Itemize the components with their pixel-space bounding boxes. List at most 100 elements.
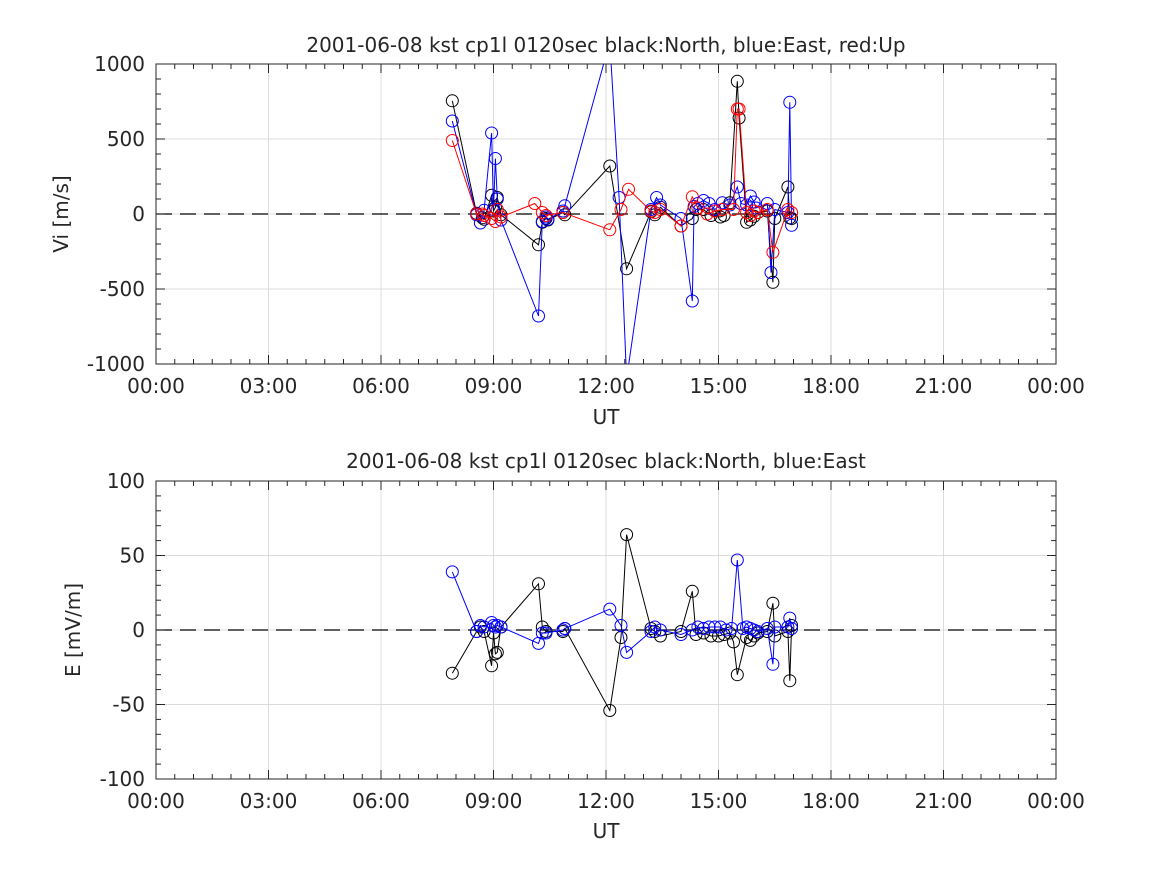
vi-point-east	[445, 114, 459, 128]
e-point-east	[603, 602, 617, 616]
e-point-east	[614, 619, 628, 632]
e-y-axis-label: E [mV/m]	[61, 583, 85, 677]
vi-point-east	[532, 309, 545, 323]
e-ticks	[155, 480, 1057, 780]
e-point-east	[620, 645, 634, 659]
e-point-north	[488, 647, 502, 661]
vi-point-east	[473, 216, 487, 230]
e-x-axis-label: UT	[593, 819, 621, 843]
e-y-tick-label: 0	[132, 618, 145, 642]
e-chart-title: 2001-06-08 kst cp1l 0120sec black:North,…	[346, 449, 866, 473]
e-point-east	[766, 657, 780, 671]
vi-point-up	[766, 245, 780, 259]
e-point-east	[760, 622, 774, 635]
vi-point-up	[715, 203, 729, 216]
e-point-north	[490, 645, 504, 659]
e-point-east	[488, 620, 502, 634]
e-x-tick-label: 09:00	[465, 789, 523, 813]
e-point-north	[766, 596, 780, 610]
vi-point-up	[751, 206, 765, 219]
vi-ticks	[155, 63, 1057, 365]
vi-point-up	[727, 203, 740, 216]
vi-point-up	[528, 197, 542, 210]
e-point-north	[674, 625, 688, 638]
vi-y-tick-label: 1000	[94, 52, 145, 76]
vi-x-tick-label: 03:00	[240, 374, 298, 398]
vi-point-up	[700, 207, 714, 221]
vi-point-north	[532, 238, 545, 252]
e-point-north	[532, 577, 545, 591]
vi-point-east	[490, 192, 504, 206]
vi-point-east	[723, 198, 737, 212]
e-point-north	[704, 629, 718, 643]
e-point-east	[539, 626, 553, 640]
vi-point-up	[622, 182, 635, 196]
e-y-tick-label: -50	[112, 693, 145, 717]
vi-point-up	[708, 204, 722, 218]
e-point-north	[760, 625, 774, 638]
e-point-north	[730, 668, 744, 682]
vi-point-east	[781, 206, 795, 219]
vi-point-up	[691, 201, 705, 215]
e-point-east	[556, 623, 570, 637]
vi-point-up	[490, 203, 504, 216]
e-point-east	[751, 625, 765, 638]
e-point-east	[487, 619, 500, 632]
vi-x-axis-label: UT	[593, 405, 621, 429]
vi-point-east	[783, 95, 797, 109]
e-point-east	[725, 622, 739, 635]
e-point-east	[644, 625, 658, 638]
e-point-east	[702, 620, 716, 634]
vi-chart-title: 2001-06-08 kst cp1l 0120sec black:North,…	[306, 33, 905, 57]
e-point-east	[674, 628, 688, 641]
vi-x-tick-label: 15:00	[690, 374, 748, 398]
vi-x-tick-label: 00:00	[1027, 374, 1085, 398]
e-point-east	[477, 620, 491, 634]
e-point-east	[697, 622, 710, 635]
e-point-east	[494, 620, 508, 634]
vi-point-east	[650, 191, 664, 204]
vi-data	[445, 64, 799, 364]
vi-point-up	[445, 134, 459, 147]
vi-point-east	[715, 196, 729, 210]
vi-point-north	[620, 262, 634, 276]
vi-point-east	[764, 266, 778, 279]
vi-point-up	[539, 209, 553, 222]
vi-point-up	[781, 203, 795, 216]
vi-y-tick-label: 0	[132, 202, 145, 226]
vi-point-north	[445, 94, 459, 108]
e-point-east	[730, 553, 744, 567]
e-x-tick-label: 18:00	[802, 789, 860, 813]
vi-point-east	[685, 294, 699, 308]
e-point-north	[727, 635, 740, 649]
e-point-north	[620, 528, 634, 542]
vi-x-tick-label: 18:00	[802, 374, 860, 398]
vi-plot: 00:00 03:00 06:00 09:00 12:00 15:00 18:00 21:00…	[87, 52, 1085, 398]
e-point-north	[485, 659, 499, 673]
vi-series-line-east	[451, 64, 793, 364]
e-x-tick-label: 21:00	[915, 789, 973, 813]
e-y-tick-label: 100	[107, 469, 145, 493]
vi-y-tick-label: 500	[107, 127, 145, 151]
e-point-east	[535, 626, 549, 640]
e-x-tick-label: 06:00	[352, 789, 410, 813]
vi-x-tick-label: 06:00	[352, 374, 410, 398]
vi-point-north	[603, 159, 617, 173]
e-point-north	[685, 584, 699, 598]
vi-point-up	[653, 203, 667, 216]
e-x-tick-label: 00:00	[127, 789, 185, 813]
vi-point-up	[477, 209, 491, 222]
e-x-tick-label: 03:00	[240, 789, 298, 813]
e-point-east	[785, 622, 799, 635]
e-y-tick-label: 50	[120, 544, 145, 568]
vi-x-tick-label: 12:00	[577, 374, 635, 398]
e-series-line-north	[451, 534, 793, 713]
e-x-tick-label: 15:00	[690, 789, 748, 813]
vi-point-east	[674, 212, 688, 225]
vi-point-east	[488, 152, 502, 165]
vi-point-east	[558, 199, 572, 213]
vi-y-tick-label: -500	[100, 277, 145, 301]
vi-point-up	[674, 219, 688, 233]
e-x-tick-label: 00:00	[1027, 789, 1085, 813]
